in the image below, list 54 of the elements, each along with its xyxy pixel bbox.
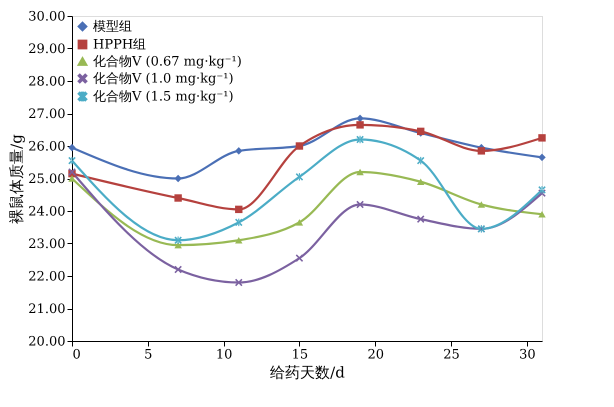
point [356,200,364,208]
y-tick-label: 21.00 [28,302,66,317]
point [68,175,76,182]
point [538,211,546,218]
point [235,147,242,155]
legend-label: 化合物V (1.0 mg·kg⁻¹) [93,72,234,86]
point [478,147,486,155]
y-tick-label: 23.00 [28,237,66,252]
point [235,218,242,226]
y-tick-label: 22.00 [28,270,66,284]
y-tick-label: 20.00 [28,334,66,350]
point [235,278,242,286]
y-tick-label: 27.00 [28,107,66,122]
legend-label: HPPH组 [93,38,146,52]
point [417,178,424,185]
point [538,134,546,142]
legend-label: 模型组 [93,20,132,34]
point [356,136,364,144]
y-tick-label: 25.00 [28,172,66,187]
x-tick-label: 15 [292,348,308,362]
point [417,215,424,223]
y-tick-label: 24.00 [28,204,66,220]
point [538,186,546,194]
point [356,114,364,122]
legend-label: 化合物V (0.67 mg·kg⁻¹) [93,54,242,70]
point [235,206,242,214]
point [174,266,182,274]
y-tick-label: 29.00 [28,42,66,57]
y-tick-label: 26.00 [28,140,66,154]
legend-label: 化合物V (1.5 mg·kg⁻¹) [93,90,234,104]
x-tick-label: 25 [443,348,460,362]
point [296,254,304,262]
point [235,237,242,244]
point [174,242,182,248]
point [356,168,364,176]
x-tick-label: 5 [144,348,152,362]
point [296,219,304,226]
y-tick-label: 28.00 [28,74,66,90]
point [478,201,486,208]
y-axis-title: 裸鼠体质量/g [7,134,26,224]
point [417,156,424,164]
point [296,173,304,181]
x-axis-title: 给药天数/d [270,364,346,382]
point [174,194,182,202]
x-tick-label: 0 [72,348,81,362]
point [68,156,76,164]
point [68,144,76,152]
point [538,154,546,162]
y-tick-label: 30.00 [28,10,66,24]
point [356,121,364,129]
x-tick-label: 20 [367,348,384,362]
point [174,236,182,244]
x-tick-label: 10 [216,348,232,362]
x-tick-label: 30 [519,348,536,362]
